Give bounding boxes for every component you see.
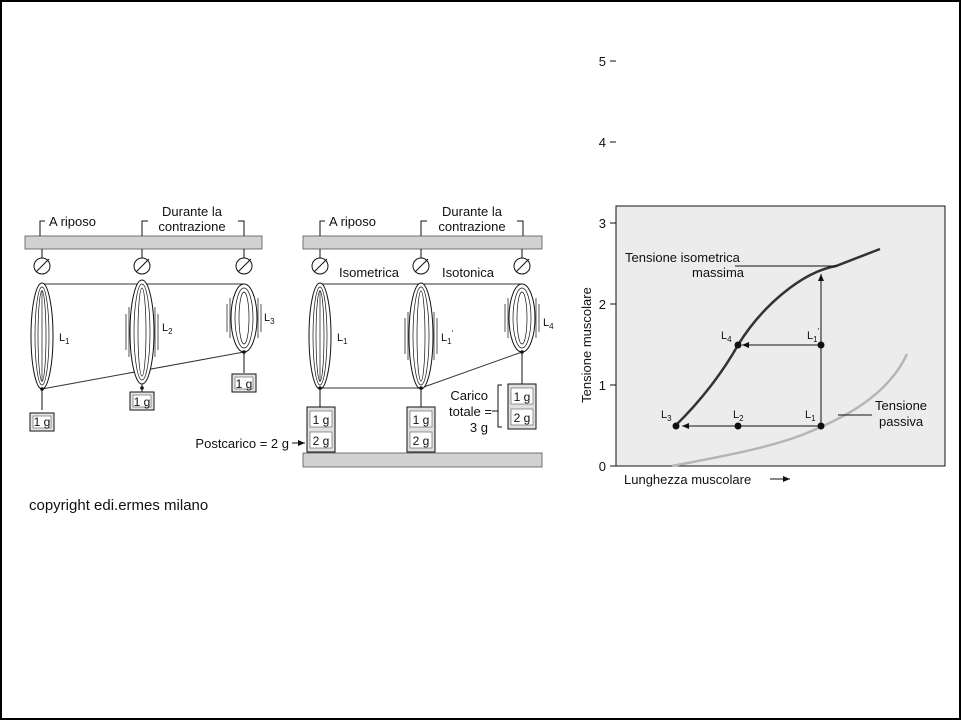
muscle-icon: [226, 283, 262, 353]
copyright-text: copyright edi.ermes milano: [29, 497, 209, 514]
muscle-label: L4: [543, 317, 554, 331]
x-axis-label: Lunghezza muscolare: [624, 472, 751, 487]
total-load-label-1: Carico: [450, 388, 488, 403]
muscle-label: L2: [162, 322, 173, 336]
point-L2: [734, 422, 742, 430]
contraction-label-2: contrazione: [438, 219, 505, 234]
muscle-icon: [404, 282, 438, 390]
point-label: L3: [661, 409, 672, 423]
weight-label: 1 g: [313, 413, 330, 427]
muscle-label: L1: [59, 332, 70, 346]
panel-a: A riposo Durante la contrazione: [24, 204, 275, 432]
isometric-label: Isometrica: [339, 265, 400, 280]
support-bar: [24, 235, 263, 250]
gauge-icon: [235, 257, 253, 275]
muscle-icon: [30, 282, 54, 390]
passive-tension-curve: [671, 353, 909, 468]
weight-label: 2 g: [413, 434, 430, 448]
contraction-label-2: contrazione: [158, 219, 225, 234]
passive-label-1: Tensione: [875, 398, 927, 413]
weight-label: 2 g: [313, 434, 330, 448]
support-bar: [302, 235, 543, 250]
contraction-label-1: Durante la: [442, 204, 503, 219]
gauge-icon: [412, 257, 430, 275]
support-platform: [302, 452, 543, 468]
point-L1-prime: [817, 341, 825, 349]
gauge-icon: [311, 257, 329, 275]
muscle-label: L1': [441, 329, 454, 346]
muscle-icon: [504, 283, 540, 353]
muscle-label: L3: [264, 312, 275, 326]
gauge-icon: [33, 257, 51, 275]
afterload-label: Postcarico = 2 g: [195, 436, 289, 451]
max-isometric-label-1: Tensione isometrica: [625, 250, 741, 265]
point-label: L4: [721, 330, 732, 344]
y-tick-label: 4: [599, 135, 606, 150]
gauge-icon: [513, 257, 531, 275]
total-load-label-3: 3 g: [470, 420, 488, 435]
weight-label: 1 g: [34, 415, 51, 429]
y-tick-label: 0: [599, 459, 606, 474]
point-L1: [817, 422, 825, 430]
weight-label: 1 g: [413, 413, 430, 427]
gauge-icon: [133, 257, 151, 275]
chart: 0 1 2 3 4 5 Tensione muscolare Lunghezza musc…: [579, 54, 946, 487]
weight-label: 1 g: [514, 390, 531, 404]
contraction-label-1: Durante la: [162, 204, 223, 219]
y-tick-label: 2: [599, 297, 606, 312]
weight-label: 2 g: [514, 411, 531, 425]
chart-panel: [615, 205, 946, 467]
point-label: L1': [807, 327, 820, 344]
isometric-tension-curve: [674, 247, 881, 427]
point-label: L2: [733, 409, 744, 423]
muscle-icon: [308, 282, 332, 390]
weight-label: 1 g: [236, 377, 253, 391]
max-isometric-label-2: massima: [692, 265, 745, 280]
muscle-icon: [125, 279, 159, 385]
weight-label: 1 g: [134, 395, 151, 409]
y-tick-label: 3: [599, 216, 606, 231]
passive-label-2: passiva: [879, 414, 924, 429]
y-axis-label: Tensione muscolare: [579, 287, 594, 403]
rest-label: A riposo: [49, 214, 96, 229]
y-tick-label: 1: [599, 378, 606, 393]
rest-label: A riposo: [329, 214, 376, 229]
point-L3: [672, 422, 680, 430]
point-label: L1: [805, 409, 816, 423]
panel-b: A riposo Durante la contrazione Isometri…: [195, 204, 554, 468]
point-L4: [734, 341, 742, 349]
isotonic-label: Isotonica: [442, 265, 495, 280]
y-tick-label: 5: [599, 54, 606, 69]
total-load-label-2: totale =: [449, 404, 492, 419]
muscle-label: L1: [337, 332, 348, 346]
